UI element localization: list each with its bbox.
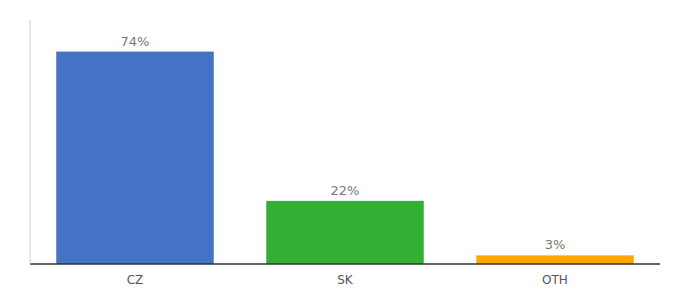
data-label: 22% [331,183,360,198]
bar [266,201,424,264]
axes [30,20,660,264]
x-tick-label: SK [337,273,354,287]
x-tick-labels: CZ SK OTH [127,273,568,287]
bar [56,52,214,264]
bar [476,255,634,264]
data-label: 3% [545,237,566,252]
x-axis-line [30,263,660,265]
bars [56,52,634,264]
chart-container: CZ SK OTH 74% 22% 3% [0,0,680,300]
data-labels: 74% 22% 3% [121,34,566,253]
y-axis-line [30,20,31,264]
x-tick-label: CZ [127,273,144,287]
x-tick-label: OTH [542,273,568,287]
chart: CZ SK OTH 74% 22% 3% [0,0,680,300]
data-label: 74% [121,34,150,49]
